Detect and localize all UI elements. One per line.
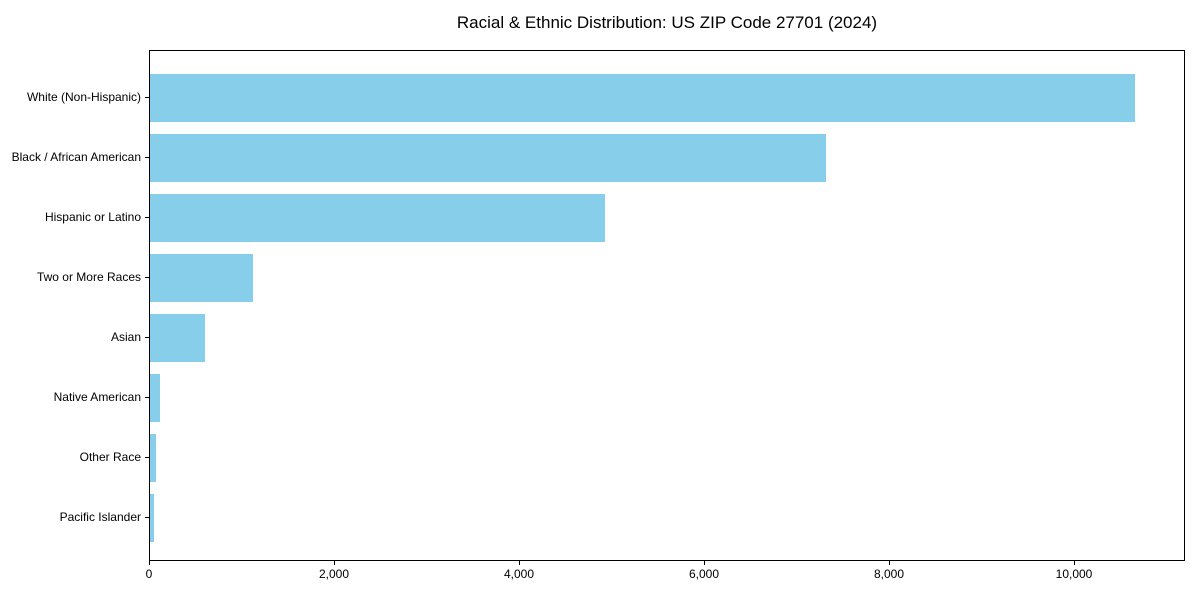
x-tick (334, 561, 335, 565)
x-tick (519, 561, 520, 565)
y-axis-label: Other Race (79, 450, 141, 464)
x-tick (889, 561, 890, 565)
y-axis-label: Hispanic or Latino (44, 210, 141, 224)
x-axis-tick-label: 6,000 (688, 567, 720, 581)
y-tick (145, 457, 149, 458)
bar-native-american (150, 374, 161, 422)
plot-area (149, 50, 1185, 561)
x-axis-tick-label: 4,000 (503, 567, 535, 581)
x-axis-tick-label: 10,000 (1055, 567, 1093, 581)
y-axis-label: White (Non-Hispanic) (26, 90, 141, 104)
bar-other-race (150, 434, 156, 482)
x-axis-tick-label: 0 (145, 567, 153, 581)
x-tick (1074, 561, 1075, 565)
bar-pacific-islander (150, 494, 154, 542)
chart-title: Racial & Ethnic Distribution: US ZIP Cod… (456, 13, 878, 32)
y-axis-label: Native American (53, 390, 141, 404)
y-tick (145, 337, 149, 338)
y-tick (145, 157, 149, 158)
y-axis-label: Pacific Islander (59, 510, 141, 524)
y-tick (145, 277, 149, 278)
y-axis-label: Two or More Races (36, 270, 141, 284)
y-tick (145, 97, 149, 98)
y-tick (145, 217, 149, 218)
y-tick (145, 517, 149, 518)
y-axis-label: Black / African American (11, 150, 141, 164)
y-tick (145, 397, 149, 398)
x-axis-tick-label: 2,000 (318, 567, 350, 581)
bar-two-or-more-races (150, 254, 254, 302)
x-axis-tick-label: 8,000 (873, 567, 905, 581)
y-axis-label: Asian (110, 330, 141, 344)
bar-asian (150, 314, 206, 362)
bar-white-non-hispanic (150, 74, 1136, 122)
bar-hispanic-or-latino (150, 194, 606, 242)
bar-black-african-american (150, 134, 826, 182)
x-tick (704, 561, 705, 565)
x-tick (149, 561, 150, 565)
